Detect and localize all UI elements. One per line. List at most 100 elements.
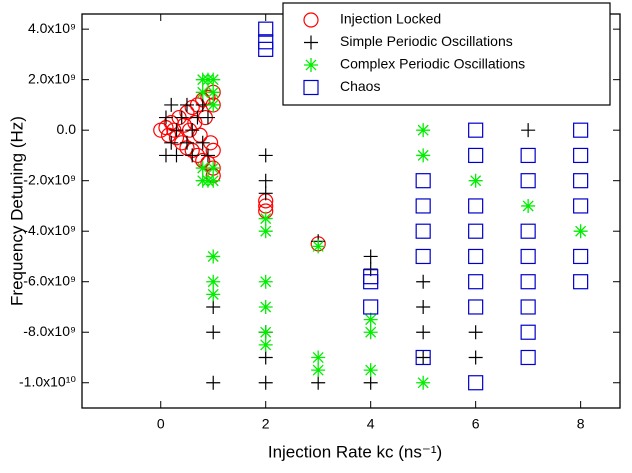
data-point (521, 198, 536, 213)
data-point (468, 375, 484, 391)
data-point (415, 223, 431, 239)
y-tick-label: -4.0x10⁹ (23, 222, 76, 238)
data-point (416, 148, 431, 163)
data-point (520, 299, 536, 315)
legend-marker (304, 35, 318, 50)
data-point (363, 274, 379, 290)
data-point (363, 325, 378, 340)
data-point (520, 173, 536, 189)
data-point (363, 249, 378, 264)
data-point (258, 325, 273, 340)
data-point (520, 248, 536, 265)
data-point (206, 161, 221, 176)
data-point (573, 198, 589, 214)
data-point (520, 274, 536, 290)
data-point (416, 375, 431, 390)
data-point (258, 299, 273, 314)
data-point (416, 123, 431, 138)
legend-label: Injection Locked (340, 11, 441, 27)
data-point (573, 224, 588, 239)
data-point (468, 173, 483, 188)
legend-label: Chaos (340, 78, 380, 94)
data-point (195, 85, 210, 100)
data-point (206, 375, 221, 390)
data-point (468, 274, 484, 290)
data-point (206, 325, 221, 340)
data-point (206, 287, 221, 302)
x-tick-label: 4 (367, 416, 375, 432)
x-tick-label: 6 (472, 416, 480, 432)
data-point (258, 148, 273, 163)
data-point (169, 123, 184, 138)
data-point (468, 248, 484, 265)
x-tick-label: 2 (262, 416, 270, 432)
data-point (206, 249, 221, 264)
data-point (179, 135, 194, 150)
data-point (415, 248, 431, 265)
y-tick-label: 0.0 (57, 121, 77, 137)
data-point (573, 173, 589, 189)
data-point (179, 97, 194, 112)
data-point (174, 110, 189, 125)
data-point (311, 363, 326, 378)
data-point (258, 337, 273, 352)
data-point (363, 312, 378, 327)
data-point (521, 123, 536, 138)
x-tick-label: 0 (157, 416, 165, 432)
data-point (520, 223, 536, 239)
data-point (185, 123, 200, 138)
data-point (206, 173, 221, 188)
data-point (258, 173, 273, 188)
data-point (311, 375, 326, 390)
data-point (416, 274, 431, 289)
y-tick-label: -6.0x10⁹ (23, 272, 76, 288)
data-point (158, 110, 173, 125)
legend-box (282, 2, 611, 106)
data-point (363, 363, 378, 378)
data-point (415, 173, 431, 189)
x-tick-label: 8 (577, 416, 585, 432)
y-tick-label: -1.0x10¹⁰ (19, 373, 76, 389)
data-point (258, 211, 273, 226)
data-point (468, 122, 484, 138)
data-point (520, 349, 536, 366)
y-axis-title: Frequency Detuning (Hz) (7, 116, 26, 306)
data-point (573, 147, 589, 164)
x-axis-title: Injection Rate kc (ns⁻¹) (268, 442, 442, 461)
data-point (363, 299, 379, 315)
y-tick-label: -8.0x10⁹ (23, 323, 76, 339)
legend-marker (303, 12, 319, 28)
data-point (573, 274, 589, 290)
legend-marker (304, 58, 318, 72)
data-point (258, 274, 273, 289)
data-point (468, 299, 484, 315)
data-point (169, 148, 184, 163)
data-point (200, 110, 215, 125)
data-point (416, 299, 431, 314)
data-point (363, 375, 378, 390)
y-tick-label: 4.0x10⁹ (28, 20, 76, 36)
data-point (363, 269, 379, 285)
y-tick-label: 2.0x10⁹ (28, 70, 76, 86)
data-point (416, 350, 431, 365)
data-point (468, 198, 484, 214)
data-point (520, 147, 536, 164)
data-point (258, 186, 273, 201)
legend-label: Simple Periodic Oscillations (340, 33, 513, 49)
data-point (258, 21, 274, 37)
data-point (415, 349, 431, 366)
data-point (258, 41, 274, 57)
data-point (258, 375, 273, 390)
data-point (206, 299, 221, 314)
data-point (258, 350, 273, 365)
legend-label: Complex Periodic Oscillations (340, 56, 525, 72)
data-point (468, 350, 483, 365)
data-point (195, 135, 210, 150)
data-point (206, 274, 221, 289)
data-point (164, 135, 179, 150)
data-point (206, 85, 221, 100)
data-point (258, 224, 273, 239)
y-tick-label: -2.0x10⁹ (23, 171, 76, 187)
data-point (206, 97, 221, 112)
